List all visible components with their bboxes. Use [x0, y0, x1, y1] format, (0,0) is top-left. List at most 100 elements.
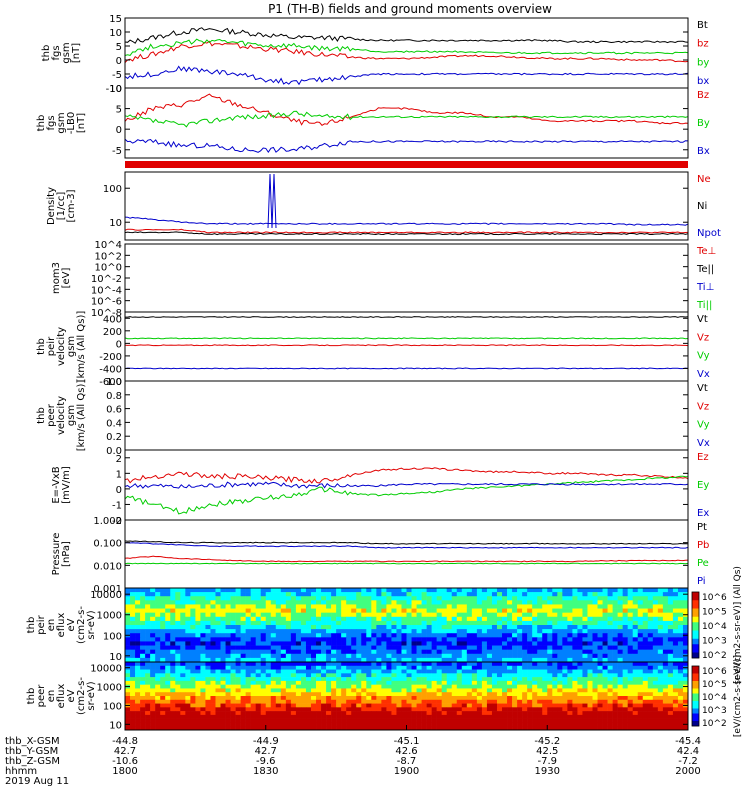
spectrogram-cell: [250, 616, 256, 622]
spectrogram-cell: [527, 633, 533, 638]
spectrogram-cell: [270, 641, 277, 646]
spectrogram-cell: [160, 649, 166, 655]
spectrogram-cell: [310, 726, 317, 731]
spectrogram-cell: [210, 596, 216, 601]
spectrogram-cell: [637, 592, 644, 597]
spectrogram-cell: [632, 711, 639, 716]
spectrogram-cell: [190, 592, 196, 597]
y-tick-label: 100: [103, 631, 122, 642]
spectrogram-cell: [351, 662, 357, 667]
spectrogram-cell: [220, 612, 226, 618]
spectrogram-cell: [411, 592, 417, 597]
colorbar-swatch: [692, 633, 699, 637]
spectrogram-cell: [160, 714, 166, 719]
spectrogram-cell: [532, 673, 538, 678]
spectrogram-cell: [205, 684, 211, 689]
spectrogram-cell: [411, 726, 417, 731]
spectrogram-cell: [200, 649, 206, 655]
spectrogram-cell: [481, 633, 488, 638]
spectrogram-cell: [466, 684, 473, 689]
spectrogram-cell: [235, 665, 241, 670]
spectrogram-cell: [617, 592, 623, 597]
spectrogram-cell: [225, 711, 231, 716]
spectrogram-cell: [557, 616, 563, 622]
spectrogram-cell: [155, 608, 161, 613]
spectrogram-cell: [230, 604, 236, 609]
spectrogram-cell: [451, 645, 458, 650]
spectrogram-cell: [305, 699, 312, 704]
series-line-black: [124, 540, 689, 545]
spectrogram-cell: [310, 592, 317, 597]
spectrogram-cell: [310, 707, 317, 712]
spectrogram-cell: [572, 608, 578, 613]
spectrogram-cell: [235, 653, 241, 659]
x-tick-label: -45.2: [534, 736, 560, 747]
spectrogram-cell: [160, 677, 166, 682]
y-axis-label: gsm: [56, 112, 67, 133]
spectrogram-cell: [406, 665, 412, 670]
spectrogram-cell: [215, 620, 221, 626]
spectrogram-cell: [436, 592, 442, 597]
spectrogram-cell: [592, 680, 598, 685]
spectrogram-cell: [185, 629, 191, 634]
spectrogram-cell: [361, 726, 367, 731]
spectrogram-cell: [255, 722, 262, 727]
spectrogram-cell: [507, 680, 513, 685]
spectrogram-cell: [416, 620, 422, 626]
spectrogram-cell: [155, 612, 161, 618]
spectrogram-cell: [537, 645, 543, 650]
spectrogram-cell: [225, 608, 231, 613]
spectrogram-cell: [522, 718, 528, 723]
spectrogram-cell: [602, 592, 608, 597]
spectrogram-cell: [572, 645, 578, 650]
spectrogram-cell: [310, 662, 317, 667]
spectrogram-cell: [200, 665, 206, 670]
spectrogram-cell: [577, 592, 583, 597]
spectrogram-cell: [205, 657, 211, 663]
spectrogram-cell: [401, 707, 407, 712]
spectrogram-cell: [622, 696, 628, 701]
spectrogram-cell: [647, 707, 654, 712]
spectrogram-cell: [451, 726, 458, 731]
spectrogram-cell: [441, 677, 448, 682]
spectrogram-cell: [336, 637, 342, 642]
spectrogram-cell: [130, 726, 136, 731]
spectrogram-cell: [527, 641, 533, 646]
spectrogram-cell: [265, 612, 272, 618]
spectrogram-cell: [522, 673, 528, 678]
spectrogram-cell: [185, 588, 191, 593]
spectrogram-cell: [672, 669, 679, 674]
spectrogram-cell: [190, 711, 196, 716]
spectrogram-cell: [522, 629, 528, 634]
spectrogram-cell: [507, 612, 513, 618]
spectrogram-cell: [456, 696, 463, 701]
spectrogram-cell: [401, 588, 407, 593]
spectrogram-cell: [557, 662, 563, 667]
spectrogram-cell: [582, 711, 588, 716]
spectrogram-cell: [577, 711, 583, 716]
colorbar-frame: [691, 665, 700, 727]
spectrogram-cell: [421, 680, 427, 685]
spectrogram-cell: [280, 722, 287, 727]
y-tick-label: 100: [103, 184, 122, 195]
spectrogram-cell: [386, 692, 392, 697]
spectrogram-cell: [265, 604, 272, 609]
spectrogram-cell: [446, 677, 453, 682]
spectrogram-cell: [612, 665, 618, 670]
spectrogram-cell: [481, 684, 488, 689]
spectrogram-cell: [552, 645, 558, 650]
spectrogram-cell: [170, 677, 176, 682]
spectrogram-cell: [185, 633, 191, 638]
spectrogram-cell: [642, 600, 649, 605]
spectrogram-cell: [135, 714, 141, 719]
spectrogram-cell: [341, 707, 347, 712]
spectrogram-cell: [265, 677, 272, 682]
spectrogram-cell: [667, 711, 674, 716]
spectrogram-cell: [406, 600, 412, 605]
spectrogram-cell: [486, 699, 493, 704]
spectrogram-cell: [431, 637, 437, 642]
spectrogram-cell: [130, 703, 136, 708]
colorbar: 10^610^510^410^310^2 [eV/(cm2-s-sr-eV)] (…: [691, 566, 743, 684]
spectrogram-cell: [491, 657, 498, 663]
spectrogram-cell: [617, 673, 623, 678]
